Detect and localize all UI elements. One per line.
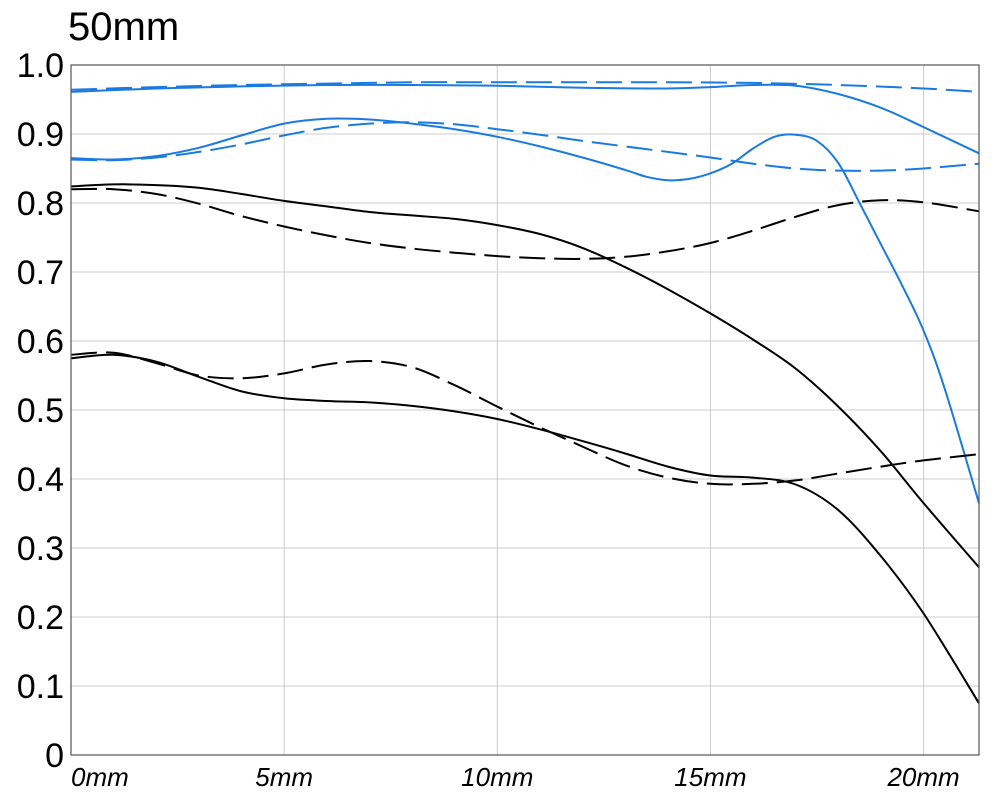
y-tick-label: 0.5 <box>17 392 64 430</box>
plot-frame <box>70 64 980 756</box>
series-line-2 <box>70 81 980 93</box>
x-tick-labels: 0mm 5mm 10mm 15mm 20mm <box>71 762 960 792</box>
series-line-4 <box>70 121 980 172</box>
x-tick-label: 0mm <box>71 762 129 792</box>
x-tick-label: 10mm <box>461 762 533 792</box>
y-tick-labels: 0 0.1 0.2 0.3 0.4 0.5 0.6 0.7 0.8 0.9 1.0 <box>17 47 64 775</box>
series-line-1 <box>70 83 980 155</box>
y-tick-label: 0.4 <box>17 461 64 499</box>
y-tick-label: 0 <box>45 737 64 775</box>
x-tick-label: 15mm <box>674 762 746 792</box>
series-line-6 <box>70 187 980 260</box>
series-line-8 <box>70 351 980 486</box>
x-tick-label: 20mm <box>886 762 959 792</box>
y-tick-label: 0.8 <box>17 185 64 223</box>
series-line-7 <box>70 353 980 704</box>
y-tick-label: 0.7 <box>17 254 64 292</box>
y-tick-label: 0.6 <box>17 323 64 361</box>
series-lines <box>70 81 980 704</box>
series-line-3 <box>70 117 980 504</box>
y-tick-label: 0.9 <box>17 116 64 154</box>
y-tick-label: 0.2 <box>17 599 64 637</box>
series-line-5 <box>70 183 980 568</box>
y-tick-label: 1.0 <box>17 47 64 85</box>
chart-title: 50mm <box>68 5 179 49</box>
x-tick-label: 5mm <box>255 762 313 792</box>
y-tick-label: 0.3 <box>17 530 64 568</box>
y-tick-label: 0.1 <box>17 668 64 706</box>
